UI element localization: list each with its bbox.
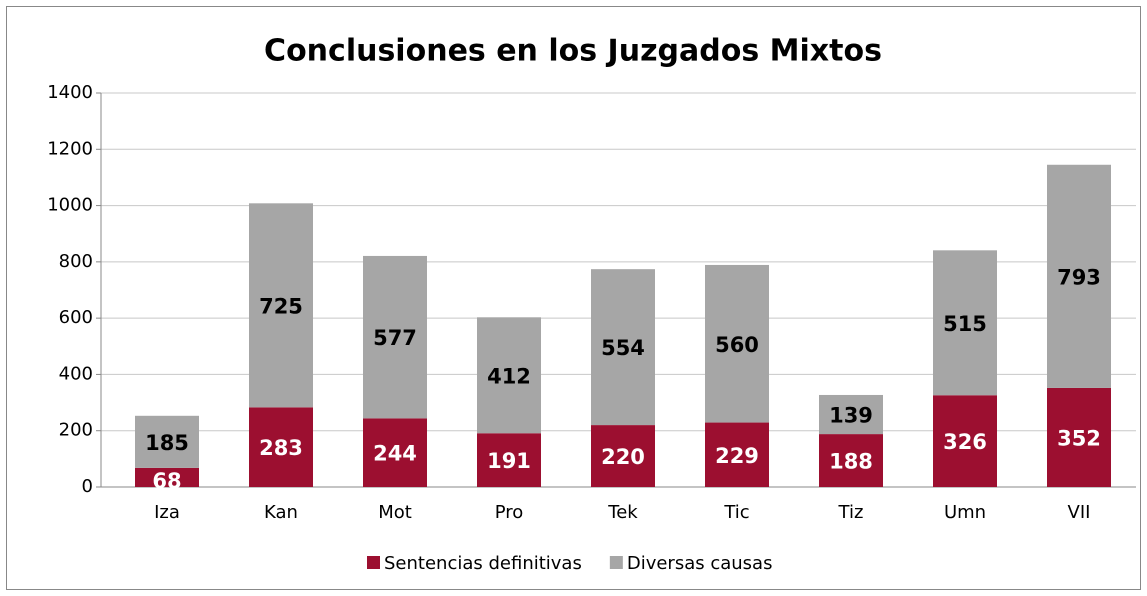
data-label: 220 bbox=[601, 445, 645, 469]
data-label: 283 bbox=[259, 436, 303, 460]
data-label: 185 bbox=[145, 431, 189, 455]
bar-segment bbox=[591, 269, 655, 426]
legend-label: Sentencias definitivas bbox=[384, 553, 582, 574]
bar-segment bbox=[477, 317, 541, 434]
x-tick-label: Mot bbox=[378, 502, 412, 523]
x-tick-label: VII bbox=[1068, 502, 1091, 523]
bar-segment bbox=[705, 422, 769, 487]
bar-segment bbox=[135, 467, 199, 487]
chart-title: Conclusiones en los Juzgados Mixtos bbox=[264, 34, 882, 69]
bar-segment bbox=[1047, 387, 1111, 487]
y-tick-label: 1400 bbox=[47, 82, 93, 103]
y-tick-label: 800 bbox=[59, 251, 93, 272]
bar-segment bbox=[933, 395, 997, 487]
y-tick-label: 1200 bbox=[47, 138, 93, 159]
bar-segment bbox=[819, 394, 883, 435]
x-tick-label: Tek bbox=[607, 502, 638, 523]
data-label: 560 bbox=[715, 333, 759, 357]
data-label: 229 bbox=[715, 444, 759, 468]
data-label: 244 bbox=[373, 442, 417, 466]
data-label: 188 bbox=[829, 450, 873, 474]
legend-swatch bbox=[367, 556, 380, 569]
x-tick-label: Tic bbox=[723, 502, 749, 523]
bar-segment bbox=[135, 415, 199, 468]
legend-swatch bbox=[609, 556, 623, 569]
bar-segment bbox=[933, 250, 997, 396]
data-label: 191 bbox=[487, 449, 531, 473]
bar-segment bbox=[705, 264, 769, 423]
data-label: 68 bbox=[152, 469, 181, 493]
x-tick-label: Tiz bbox=[838, 502, 864, 523]
data-label: 326 bbox=[943, 430, 987, 454]
data-label: 515 bbox=[943, 312, 987, 336]
x-tick-label: Kan bbox=[264, 502, 298, 523]
bar-segment bbox=[591, 425, 655, 487]
bar-segment bbox=[363, 255, 427, 419]
bar-segment bbox=[249, 203, 313, 408]
data-label: 352 bbox=[1057, 426, 1101, 450]
legend-label: Diversas causas bbox=[627, 553, 773, 574]
data-label: 412 bbox=[487, 364, 531, 388]
bar-segment bbox=[1047, 164, 1111, 388]
y-tick-label: 0 bbox=[82, 476, 93, 497]
data-label: 793 bbox=[1057, 265, 1101, 289]
bar-segment bbox=[249, 407, 313, 487]
x-tick-label: Pro bbox=[495, 502, 524, 523]
bar-segment bbox=[477, 433, 541, 487]
data-label: 554 bbox=[601, 336, 645, 360]
y-tick-label: 400 bbox=[59, 363, 93, 384]
bar-segment bbox=[819, 434, 883, 487]
data-label: 577 bbox=[373, 326, 417, 350]
x-tick-label: Umn bbox=[944, 502, 986, 523]
y-tick-label: 1000 bbox=[47, 195, 93, 216]
y-tick-label: 200 bbox=[59, 420, 93, 441]
data-label: 139 bbox=[829, 404, 873, 428]
data-label: 725 bbox=[259, 294, 303, 318]
y-tick-label: 600 bbox=[59, 307, 93, 328]
x-tick-label: Iza bbox=[154, 502, 180, 523]
bar-segment bbox=[363, 418, 427, 487]
